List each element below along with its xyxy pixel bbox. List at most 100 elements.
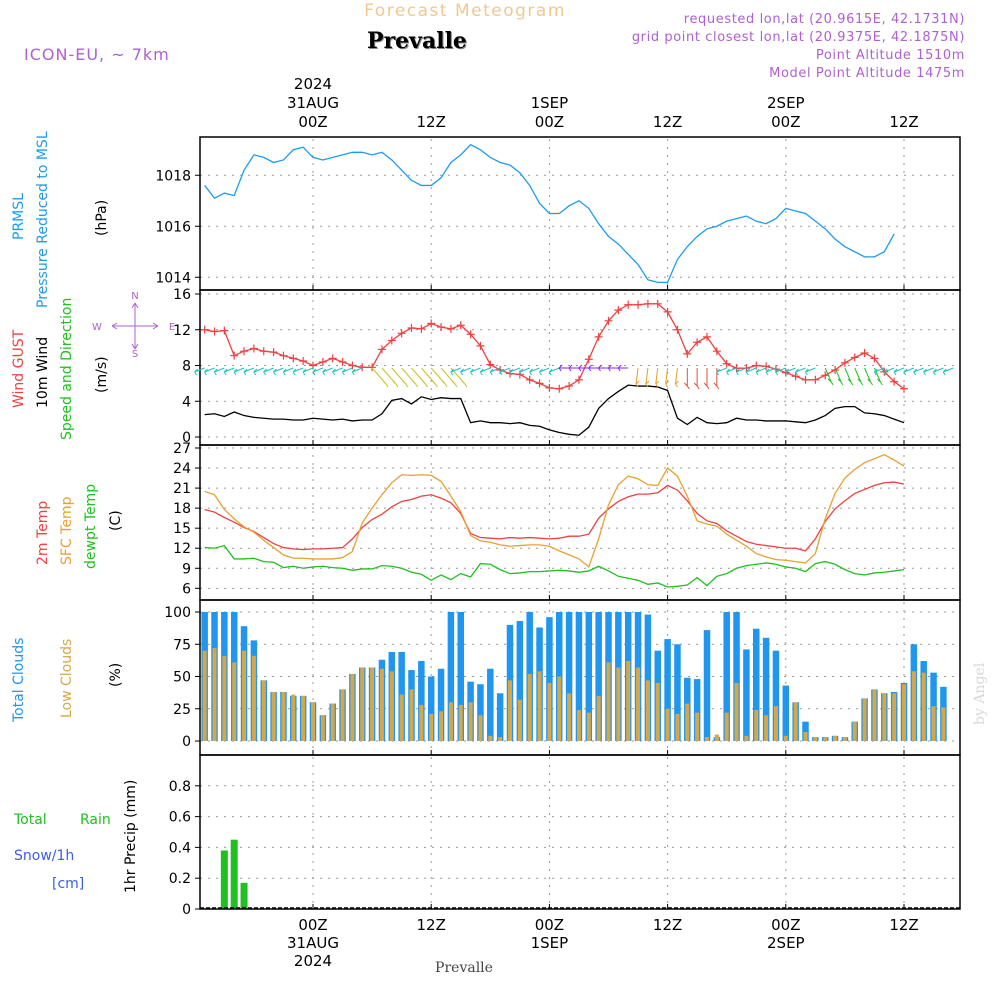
gust-marker (850, 353, 859, 362)
compass-n: N (131, 291, 138, 302)
gust-marker (673, 325, 682, 334)
low-cloud-bar (517, 699, 522, 741)
gust-marker (220, 326, 229, 335)
gust-marker (249, 344, 258, 353)
wind-arrow (844, 367, 854, 386)
low-cloud-bar (379, 668, 384, 741)
gust-marker (604, 316, 613, 325)
temperature-panel-labels: 2m Temp SFC Temp dewpt Temp (C) (35, 484, 124, 569)
low-cloud-bar (547, 682, 552, 741)
low-cloud-bar (399, 694, 404, 741)
low-cloud-bar (892, 693, 897, 741)
gust-marker (584, 355, 593, 364)
series-line-dewpt-temp (204, 544, 905, 588)
wind-arrow (726, 367, 737, 376)
wind-arrow (430, 367, 448, 388)
wind-arrow (263, 367, 274, 376)
wind-arrow (371, 367, 389, 388)
low-cloud-bar (576, 710, 581, 741)
gust-marker (801, 375, 810, 384)
wind-arrow (716, 367, 727, 376)
gust-marker (446, 324, 455, 333)
wind-arrow (460, 367, 471, 376)
rain-label: Rain (80, 812, 111, 828)
gust-marker (703, 332, 711, 341)
panel-frame (199, 136, 961, 291)
bottom-time-label: 1SEP (531, 934, 569, 952)
gust-marker (210, 327, 219, 336)
low-cloud-bar (744, 735, 749, 741)
gust-marker (555, 384, 564, 393)
low-cloud-bar (626, 661, 631, 741)
wind-arrow (578, 364, 589, 372)
y-tick-label: 4 (182, 394, 191, 410)
total-cloud-bar (753, 628, 760, 741)
wind-arrow (204, 367, 215, 376)
low-cloud-bar (448, 702, 453, 741)
low-cloud-bar (941, 707, 946, 741)
y-tick-label: 0.6 (169, 810, 191, 826)
compass-arrows (111, 302, 159, 350)
low-cloud-bar (330, 703, 335, 741)
low-cloud-bar (675, 713, 680, 741)
low-cloud-bar (714, 734, 719, 741)
low-cloud-bar (931, 706, 936, 741)
wind-arrow (529, 367, 540, 376)
pressure-desc-label: Pressure Reduced to MSL (35, 131, 51, 308)
panel-frame (199, 754, 961, 910)
gust-marker (653, 299, 662, 308)
gust-marker (506, 369, 514, 378)
gust-marker (269, 348, 278, 357)
wind-arrow (645, 367, 650, 388)
y-tick-label: 1018 (155, 168, 191, 184)
y-tick-label: 1014 (155, 270, 191, 286)
total-clouds-label: Total Clouds (11, 638, 27, 723)
low-cloud-bar (527, 673, 532, 741)
y-tick-label: 8 (182, 359, 191, 375)
low-cloud-bar (429, 713, 434, 741)
low-cloud-bar (823, 737, 828, 741)
total-cloud-bar (664, 639, 671, 741)
low-cloud-bar (340, 689, 345, 741)
low-cloud-bar (764, 715, 769, 741)
wind-arrow (804, 367, 816, 376)
wind-arrow (479, 367, 491, 376)
snow-label: Snow/1h (14, 848, 74, 864)
low-clouds-label: Low Clouds (59, 639, 75, 718)
total-cloud-bar (437, 668, 445, 741)
total-cloud-bar (674, 644, 681, 741)
y-tick-label: 50 (173, 670, 191, 686)
y-tick-label: 21 (173, 481, 191, 497)
low-cloud-bar (783, 735, 788, 741)
low-cloud-bar (458, 704, 463, 741)
point-altitude: Point Altitude 1510m (816, 48, 965, 63)
top-time-label: 00Z (535, 113, 564, 131)
low-cloud-bar (567, 693, 572, 741)
bottom-time-label: 12Z (889, 916, 918, 934)
low-cloud-bar (232, 662, 237, 741)
wind-arrow (292, 367, 304, 376)
gust-marker (289, 354, 298, 363)
low-cloud-bar (596, 695, 601, 741)
watermark: by Angel (972, 662, 988, 725)
low-cloud-bar (645, 680, 650, 741)
low-cloud-bar (468, 702, 473, 741)
y-tick-label: 16 (173, 287, 191, 303)
top-time-label: 1SEP (531, 94, 569, 112)
wind-arrow (233, 367, 245, 376)
wind-arrow (223, 367, 235, 376)
gust-marker (870, 354, 879, 363)
low-cloud-bar (705, 737, 709, 741)
low-cloud-bar (754, 710, 759, 741)
bottom-time-label: 31AUG (287, 934, 339, 952)
pressure-panel-labels: PRMSL Pressure Reduced to MSL (hPa) (11, 131, 110, 308)
y-tick-label: 15 (173, 521, 191, 537)
gust-marker (279, 351, 288, 360)
pressure-unit-label: (hPa) (94, 200, 110, 236)
low-cloud-bar (586, 712, 591, 741)
y-tick-label: 18 (173, 501, 191, 517)
low-cloud-bar (734, 682, 739, 741)
gust-marker (683, 349, 692, 358)
low-cloud-bar (271, 691, 276, 741)
model-altitude: Model Point Altitude 1475m (769, 66, 965, 81)
